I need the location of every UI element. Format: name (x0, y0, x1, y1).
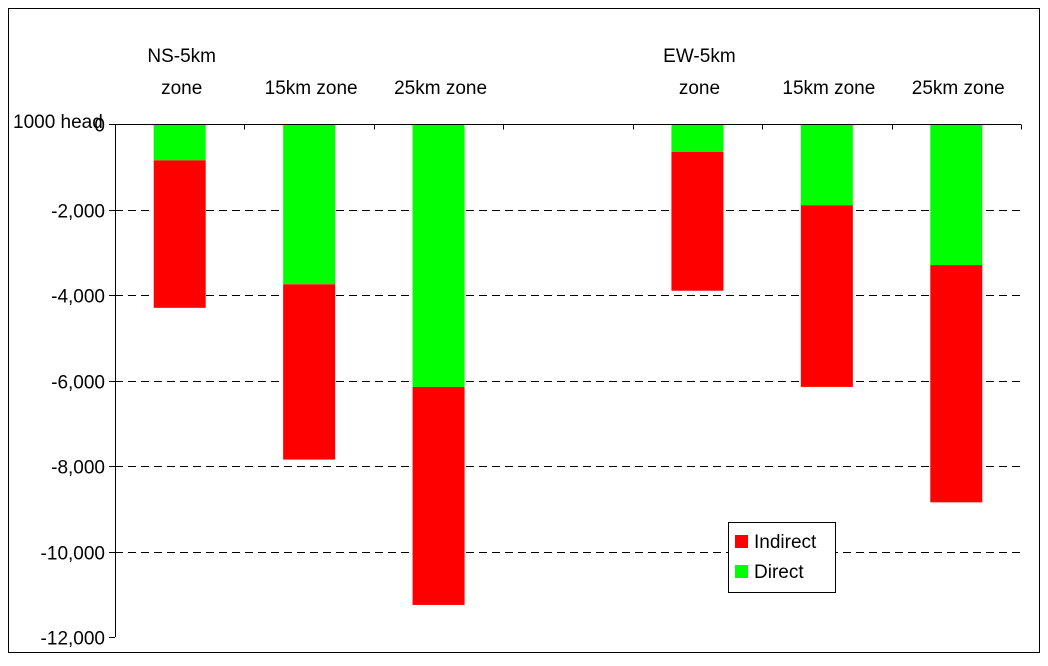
bar-indirect (412, 386, 465, 605)
y-tick-label: -8,000 (51, 458, 105, 479)
bar-direct (800, 124, 853, 206)
legend-swatch-direct (735, 565, 748, 578)
bar-indirect (283, 284, 336, 460)
legend-label-direct: Direct (754, 562, 804, 583)
category-label: 25km zone (912, 78, 1005, 99)
y-tick-label: -6,000 (51, 373, 105, 394)
category-label: 25km zone (394, 78, 487, 99)
bar-indirect (800, 205, 853, 387)
bar-indirect (153, 160, 206, 308)
bar-direct (412, 124, 465, 387)
bar-direct (930, 124, 983, 266)
bar-direct (153, 124, 206, 161)
y-tick-label: 0 (94, 116, 105, 137)
bar-direct (283, 124, 336, 285)
category-label: zone (161, 78, 202, 99)
y-tick-label: -10,000 (41, 544, 105, 565)
category-label: 15km zone (265, 78, 358, 99)
category-label: NS-5km (147, 46, 216, 67)
bar-indirect (930, 265, 983, 503)
category-label: 15km zone (782, 78, 875, 99)
category-label: EW-5km (663, 46, 735, 67)
bars (153, 124, 983, 605)
y-tick-label: -12,000 (41, 629, 105, 650)
y-tick-label: -4,000 (51, 287, 105, 308)
y-unit-label: 1000 head (13, 112, 103, 133)
y-tick-label: -2,000 (51, 202, 105, 223)
legend-label-indirect: Indirect (754, 532, 817, 553)
legend-swatch-indirect (735, 535, 748, 548)
labels: 1000 head 0 -2,000 -4,000 -6,000 -8,000 -10,0… (13, 46, 1005, 650)
category-label: zone (679, 78, 720, 99)
legend: Indirect Direct (728, 522, 836, 593)
gridlines (115, 210, 1021, 553)
axes (109, 124, 1022, 638)
chart-border (8, 8, 1040, 653)
bar-direct (671, 124, 724, 152)
bar-indirect (671, 151, 724, 291)
legend-box (728, 522, 836, 593)
